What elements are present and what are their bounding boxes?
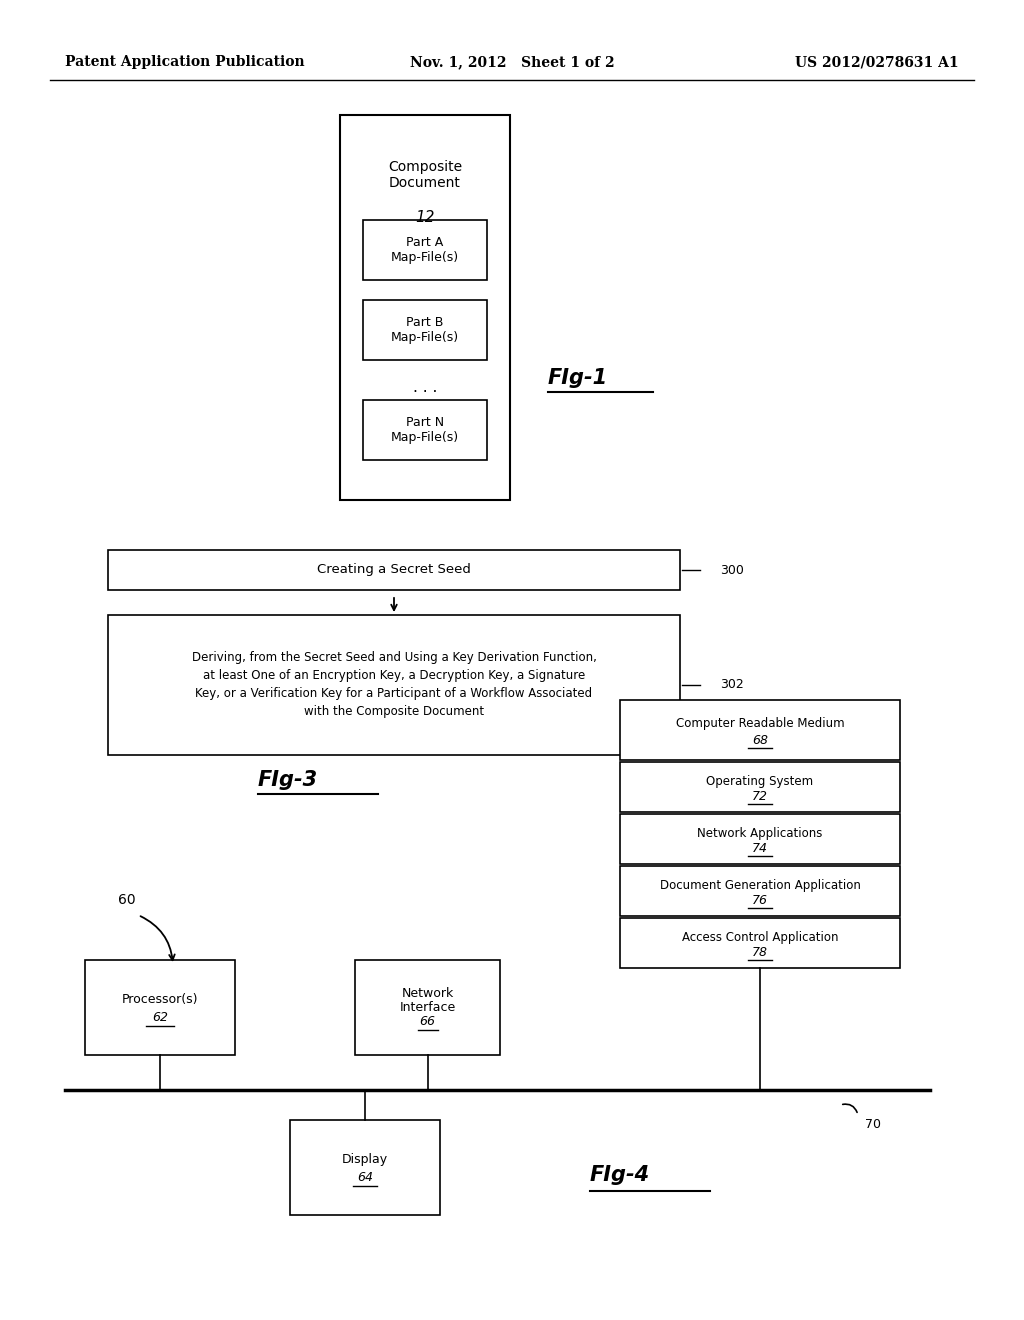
- Text: Processor(s): Processor(s): [122, 993, 199, 1006]
- Bar: [340, 115, 510, 500]
- Bar: [620, 866, 900, 916]
- Text: 60: 60: [118, 894, 135, 907]
- Text: 70: 70: [865, 1118, 881, 1131]
- Bar: [108, 615, 680, 755]
- Text: 300: 300: [720, 564, 743, 577]
- Text: Creating a Secret Seed: Creating a Secret Seed: [317, 564, 471, 577]
- Text: Access Control Application: Access Control Application: [682, 931, 839, 944]
- Text: 78: 78: [752, 945, 768, 958]
- Text: Part N
Map-File(s): Part N Map-File(s): [391, 416, 459, 444]
- Bar: [362, 220, 487, 280]
- Text: Network: Network: [401, 987, 454, 1001]
- Text: FIg-3: FIg-3: [258, 770, 318, 789]
- Text: 76: 76: [752, 894, 768, 907]
- Text: Operating System: Operating System: [707, 775, 813, 788]
- Bar: [362, 300, 487, 360]
- Text: FIg-1: FIg-1: [548, 368, 608, 388]
- Bar: [290, 1119, 440, 1214]
- Bar: [85, 960, 234, 1055]
- Text: 74: 74: [752, 842, 768, 854]
- Text: Document Generation Application: Document Generation Application: [659, 879, 860, 891]
- Bar: [620, 917, 900, 968]
- Text: Display: Display: [342, 1152, 388, 1166]
- Bar: [620, 762, 900, 812]
- Bar: [620, 814, 900, 865]
- Text: Interface: Interface: [399, 1001, 456, 1014]
- Text: 72: 72: [752, 789, 768, 803]
- Text: 66: 66: [420, 1015, 435, 1028]
- Text: 302: 302: [720, 678, 743, 692]
- Text: Nov. 1, 2012   Sheet 1 of 2: Nov. 1, 2012 Sheet 1 of 2: [410, 55, 614, 69]
- Text: . . .: . . .: [413, 380, 437, 396]
- Text: US 2012/0278631 A1: US 2012/0278631 A1: [796, 55, 959, 69]
- Text: 12: 12: [416, 210, 435, 226]
- Text: Part A
Map-File(s): Part A Map-File(s): [391, 236, 459, 264]
- Text: 62: 62: [152, 1011, 168, 1024]
- Text: Deriving, from the Secret Seed and Using a Key Derivation Function,
at least One: Deriving, from the Secret Seed and Using…: [191, 652, 596, 718]
- Text: 68: 68: [752, 734, 768, 747]
- Bar: [620, 700, 900, 760]
- Bar: [108, 550, 680, 590]
- Text: FIg-4: FIg-4: [590, 1166, 650, 1185]
- Text: 64: 64: [357, 1171, 373, 1184]
- Text: Patent Application Publication: Patent Application Publication: [65, 55, 304, 69]
- Text: Composite
Document: Composite Document: [388, 160, 462, 190]
- Text: Network Applications: Network Applications: [697, 826, 822, 840]
- Bar: [355, 960, 500, 1055]
- Bar: [362, 400, 487, 459]
- Text: Computer Readable Medium: Computer Readable Medium: [676, 718, 845, 730]
- Text: Part B
Map-File(s): Part B Map-File(s): [391, 315, 459, 345]
